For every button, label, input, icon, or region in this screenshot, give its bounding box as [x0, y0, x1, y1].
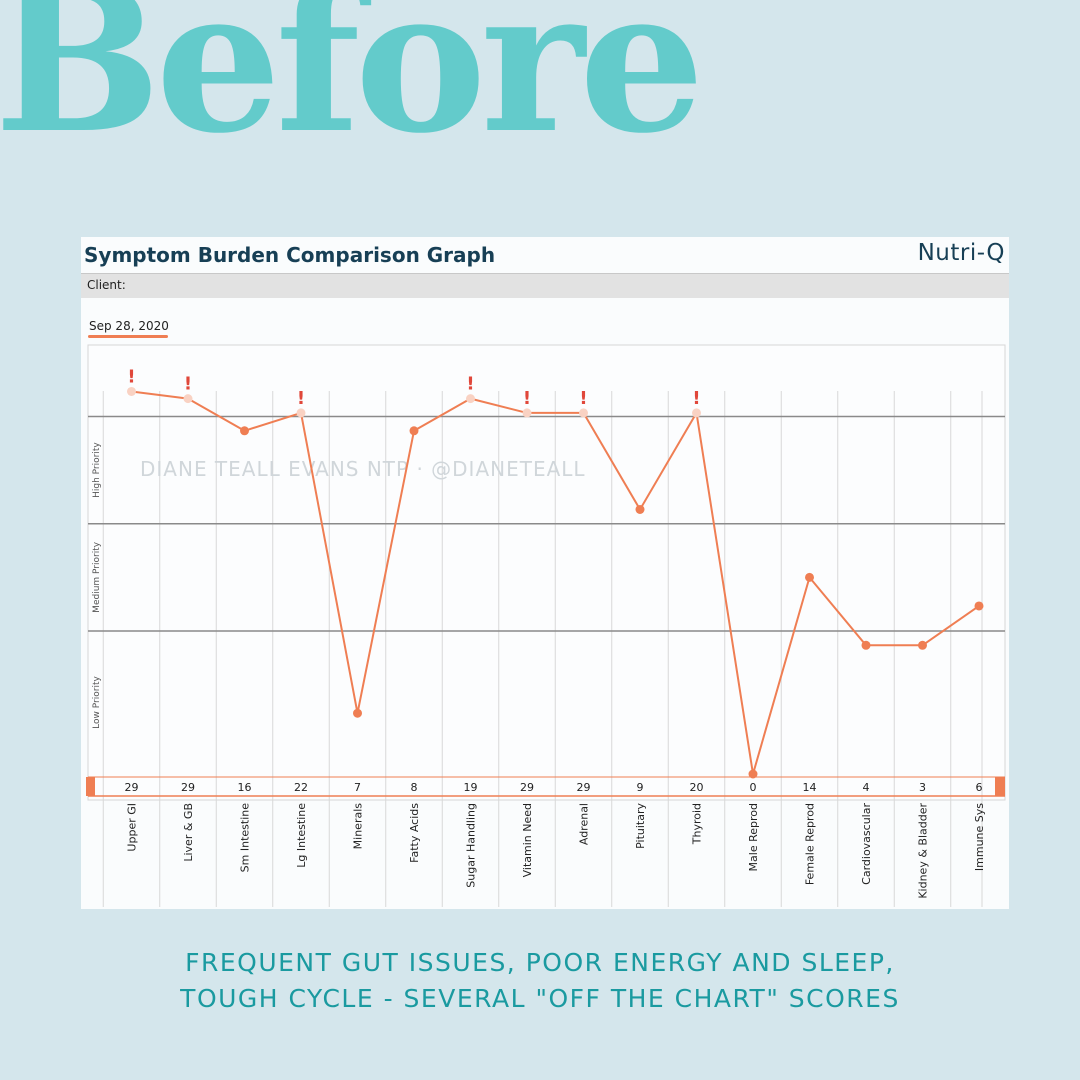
- client-label: Client:: [87, 278, 126, 292]
- score-label: 6: [976, 781, 983, 794]
- data-point: [918, 640, 927, 650]
- data-point: [183, 394, 193, 404]
- score-label: 20: [690, 781, 704, 794]
- caption-line-2: TOUGH CYCLE - SEVERAL "OFF THE CHART" SC…: [180, 984, 900, 1013]
- score-strip-cap-right: [995, 777, 1005, 796]
- off-chart-alert-icon: !: [692, 388, 700, 409]
- off-chart-alert-icon: !: [579, 388, 587, 409]
- data-point: [748, 769, 758, 779]
- chart-card: Symptom Burden Comparison Graph Nutri-Q …: [81, 237, 1009, 909]
- score-label: 14: [803, 781, 817, 794]
- data-point: [466, 394, 475, 404]
- data-point: [353, 708, 362, 718]
- data-point: [522, 408, 532, 418]
- data-point: [861, 640, 871, 650]
- category-tick-label: Sugar Handling: [465, 803, 478, 888]
- score-label: 8: [411, 781, 418, 794]
- category-tick-label: Minerals: [352, 803, 365, 850]
- category-tick-label: Female Reprod: [804, 803, 817, 885]
- data-point: [635, 504, 645, 514]
- data-point: [974, 601, 984, 611]
- category-tick-label: Upper GI: [126, 803, 139, 852]
- score-label: 4: [863, 781, 870, 794]
- category-tick-label: Vitamin Need: [521, 803, 534, 877]
- data-point: [805, 572, 814, 582]
- line-chart: Low Priority Medium Priority High Priority…: [86, 344, 1006, 907]
- caption-line-1: FREQUENT GUT ISSUES, POOR ENERGY AND SLE…: [185, 948, 895, 977]
- date-legend-swatch: [88, 335, 168, 338]
- series-line: [131, 390, 980, 775]
- before-heading: Before: [0, 0, 705, 177]
- category-tick-label: Kidney & Bladder: [917, 803, 930, 899]
- date-legend-label: Sep 28, 2020: [89, 319, 169, 333]
- data-point: [127, 386, 136, 396]
- category-tick-label: Cardiovascular: [860, 803, 873, 885]
- score-label: 3: [919, 781, 926, 794]
- off-chart-alert-icon: !: [523, 388, 531, 409]
- data-point: [579, 408, 588, 418]
- category-tick-label: Male Reprod: [747, 803, 760, 871]
- score-label: 22: [294, 781, 308, 794]
- score-label: 7: [354, 781, 361, 794]
- score-label: 19: [464, 781, 478, 794]
- off-chart-alert-icon: !: [127, 366, 135, 387]
- category-tick-label: Immune Sys: [973, 803, 986, 871]
- category-tick-label: Lg Intestine: [295, 803, 308, 868]
- score-label: 29: [520, 781, 534, 794]
- priority-band-label: High Priority: [92, 442, 102, 498]
- category-tick-label: Liver & GB: [182, 803, 195, 862]
- chart-title: Symptom Burden Comparison Graph: [84, 243, 496, 267]
- category-tick-label: Pituitary: [634, 803, 647, 849]
- data-point: [240, 426, 249, 436]
- category-tick-label: Sm Intestine: [239, 803, 252, 873]
- client-bar: Client:: [81, 273, 1009, 298]
- priority-band-label: Low Priority: [92, 676, 102, 729]
- brand-logo: Nutri-Q: [917, 240, 1005, 266]
- category-tick-label: Fatty Acids: [408, 803, 421, 863]
- score-label: 29: [125, 781, 139, 794]
- priority-band-label: Medium Priority: [92, 541, 102, 613]
- category-tick-label: Adrenal: [578, 803, 591, 845]
- data-point: [409, 426, 419, 436]
- data-point: [296, 408, 306, 418]
- category-tick-label: Thyroid: [691, 803, 704, 845]
- score-strip-cap-left: [86, 777, 95, 796]
- score-label: 29: [577, 781, 591, 794]
- score-label: 29: [181, 781, 195, 794]
- watermark-text: DIANE TEALL EVANS NTP · @DIANETEALL: [140, 457, 586, 481]
- score-label: 9: [637, 781, 644, 794]
- plot-area: [87, 344, 1006, 801]
- data-point: [692, 408, 701, 418]
- score-label: 0: [750, 781, 757, 794]
- off-chart-alert-icon: !: [297, 388, 305, 409]
- score-label: 16: [238, 781, 252, 794]
- off-chart-alert-icon: !: [466, 374, 474, 395]
- off-chart-alert-icon: !: [184, 374, 192, 395]
